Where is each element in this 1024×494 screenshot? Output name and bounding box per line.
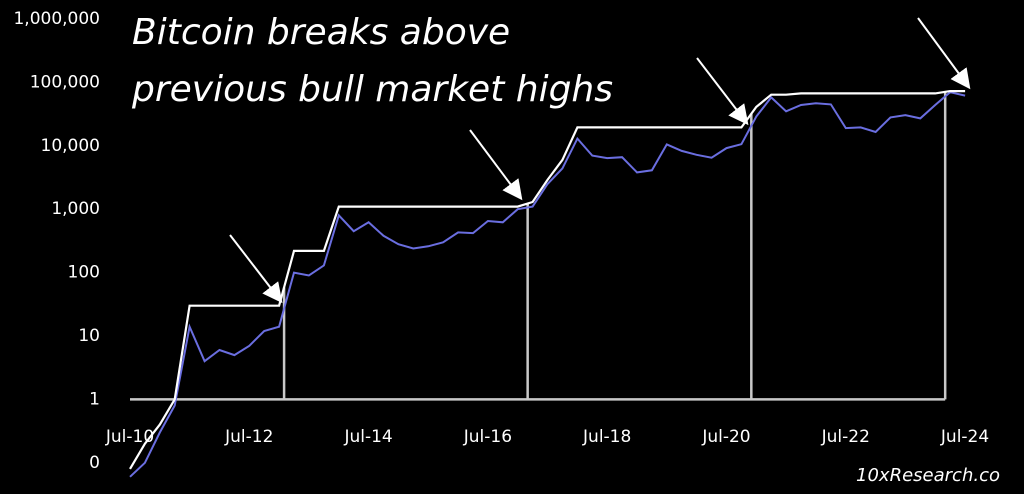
chart-title: Bitcoin breaks above previous bull marke… (131, 12, 613, 110)
y-tick-label: 10 (78, 326, 100, 346)
y-tick-label: 0 (89, 453, 100, 473)
x-tick-label: Jul-24 (940, 427, 989, 447)
x-tick-label: Jul-16 (463, 427, 512, 447)
x-tick-label: Jul-10 (105, 427, 154, 447)
x-tick-label: Jul-22 (821, 427, 870, 447)
price-line (129, 91, 966, 478)
y-tick-label: 100 (68, 263, 100, 283)
arrows (229, 17, 971, 304)
x-tick-label: Jul-14 (343, 427, 392, 447)
y-tick-label: 1,000 (51, 199, 100, 219)
x-tick-label: Jul-18 (582, 427, 631, 447)
y-tick-label: 10,000 (41, 136, 100, 156)
x-tick-label: Jul-12 (224, 427, 273, 447)
source: 10xResearch.co (856, 465, 1000, 486)
y-tick-label: 1,000,000 (13, 9, 100, 29)
y-tick-label: 100,000 (30, 72, 100, 92)
y-tick-label: 1 (89, 389, 100, 409)
x-tick-label: Jul-20 (701, 427, 750, 447)
high-line (129, 89, 966, 470)
plot-area: 1,000,000100,00010,0001,0001001010Jul-10… (13, 9, 989, 478)
